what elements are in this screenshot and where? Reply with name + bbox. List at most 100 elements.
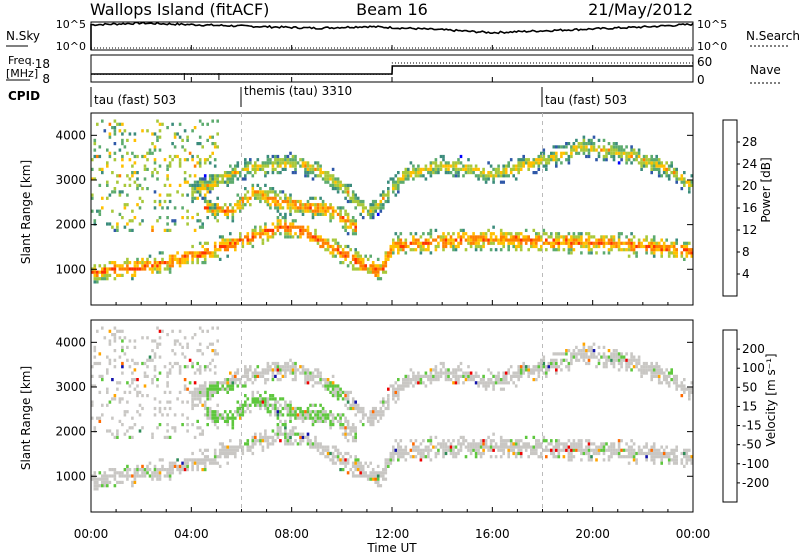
velocity-cell: [630, 455, 633, 459]
velocity-cell: [336, 458, 340, 462]
power-cell: [535, 241, 538, 245]
velocity-cell: [354, 426, 357, 430]
velocity-cell: [587, 442, 591, 446]
power-cell: [652, 158, 656, 162]
power-cell: [657, 164, 661, 168]
power-cell: [98, 264, 102, 268]
velocity-cell: [434, 374, 438, 378]
power-cell: [341, 248, 345, 252]
velocity-cell: [203, 381, 207, 385]
power-cell: [683, 177, 686, 181]
power-cell: [351, 219, 355, 223]
power-cell: [429, 174, 433, 178]
velocity-cell: [642, 451, 646, 456]
power-cell: [688, 183, 691, 187]
power-cell: [650, 248, 653, 252]
power-cell: [592, 145, 596, 149]
power-cell: [259, 228, 262, 232]
velocity-cell: [484, 442, 488, 446]
velocity-cell: [577, 448, 581, 452]
velocity-cell: [399, 384, 403, 388]
power-cell: [266, 235, 270, 239]
power-cell: [605, 235, 608, 239]
velocity-cell: [397, 458, 400, 462]
power-cell: [211, 209, 214, 213]
power-cell: [168, 154, 172, 159]
power-cell: [148, 261, 152, 265]
power-cell: [602, 238, 606, 242]
velocity-cell: [371, 413, 375, 417]
velocity-cell: [98, 416, 102, 420]
power-cell: [314, 174, 317, 178]
velocity-cell: [166, 381, 169, 385]
velocity-cell: [336, 451, 340, 456]
velocity-cell: [113, 349, 117, 353]
power-cell: [667, 174, 671, 178]
velocity-cell: [299, 416, 302, 420]
velocity-cell: [351, 471, 355, 475]
velocity-cell: [294, 426, 297, 430]
power-cell: [685, 251, 689, 255]
velocity-cell: [173, 361, 177, 366]
power-cell: [477, 177, 480, 181]
velocity-cell: [688, 458, 691, 462]
velocity-cell: [444, 374, 448, 378]
velocity-cell: [304, 435, 307, 439]
y-tick-label: 4000: [55, 335, 86, 349]
power-cell: [198, 251, 202, 255]
power-cell: [514, 167, 518, 171]
power-cell: [276, 216, 280, 220]
power-cell: [382, 196, 385, 200]
velocity-cell: [429, 381, 433, 385]
power-cell: [570, 241, 573, 245]
power-cell: [580, 251, 583, 255]
velocity-cell: [582, 355, 586, 359]
power-cell: [392, 238, 395, 242]
velocity-cell: [229, 384, 232, 388]
power-cell: [339, 254, 342, 258]
velocity-cell: [286, 435, 290, 439]
velocity-cell: [374, 474, 377, 478]
power-cell: [387, 199, 390, 204]
velocity-cell: [239, 439, 242, 443]
velocity-cell: [650, 368, 653, 372]
power-cell: [434, 167, 438, 171]
velocity-cell: [254, 374, 257, 378]
velocity-cell: [304, 378, 307, 382]
power-cell: [289, 225, 292, 229]
power-cell: [216, 196, 219, 200]
power-cell: [366, 270, 370, 274]
power-cell: [432, 167, 435, 171]
velocity-cell: [93, 429, 97, 433]
velocity-cell: [166, 384, 169, 388]
velocity-cell: [183, 378, 187, 382]
power-cell: [424, 248, 428, 252]
power-cell: [211, 174, 214, 178]
velocity-cell: [570, 355, 573, 359]
power-cell: [346, 193, 350, 197]
power-cell: [223, 212, 227, 216]
power-cell: [542, 154, 546, 159]
power-cell: [457, 244, 460, 249]
power-cell: [459, 154, 463, 159]
velocity-cell: [153, 355, 157, 359]
velocity-cell: [136, 361, 139, 366]
power-cell: [316, 212, 320, 216]
power-cell: [231, 174, 235, 178]
velocity-cell: [474, 451, 478, 456]
velocity-cell: [620, 448, 623, 452]
power-cell: [201, 122, 204, 126]
velocity-cell: [216, 326, 219, 330]
power-cell: [161, 251, 164, 255]
velocity-cell: [171, 464, 174, 468]
power-cell: [276, 219, 280, 223]
power-cell: [319, 238, 322, 242]
velocity-cell: [585, 349, 588, 353]
velocity-cell: [492, 448, 495, 452]
power-cell: [512, 167, 515, 171]
velocity-cell: [462, 381, 465, 385]
power-cell: [206, 190, 209, 194]
power-cell: [392, 244, 395, 249]
power-cell: [251, 174, 255, 178]
velocity-cell: [331, 419, 335, 423]
